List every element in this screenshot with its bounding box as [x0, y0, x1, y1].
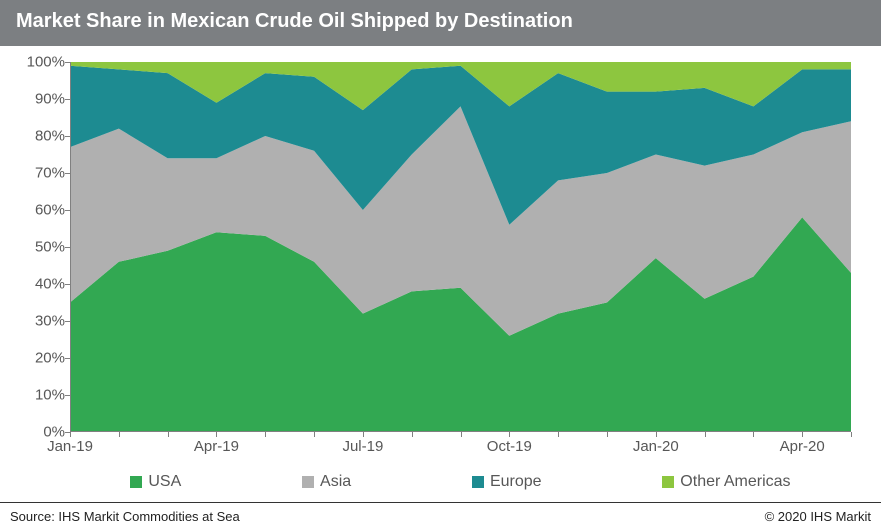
legend-swatch — [662, 476, 674, 488]
x-axis-label: Jan-19 — [47, 438, 93, 455]
y-axis-label: 70% — [10, 165, 65, 182]
legend-item-usa: USA — [130, 473, 181, 491]
chart-title: Market Share in Mexican Crude Oil Shippe… — [0, 0, 881, 46]
x-axis-label: Jan-20 — [633, 438, 679, 455]
footer: Source: IHS Markit Commodities at Sea © … — [0, 502, 881, 530]
chart-container: Market Share in Mexican Crude Oil Shippe… — [0, 0, 881, 530]
y-axis-label: 100% — [10, 54, 65, 71]
y-axis-label: 20% — [10, 350, 65, 367]
y-axis-label: 60% — [10, 202, 65, 219]
legend-item-europe: Europe — [472, 473, 542, 491]
x-axis-label: Oct-19 — [487, 438, 532, 455]
y-axis-label: 30% — [10, 313, 65, 330]
legend-swatch — [302, 476, 314, 488]
x-axis-label: Jul-19 — [342, 438, 383, 455]
y-axis-label: 40% — [10, 276, 65, 293]
legend-label: USA — [148, 473, 181, 491]
legend-swatch — [130, 476, 142, 488]
x-axis-label: Apr-19 — [194, 438, 239, 455]
y-axis-label: 90% — [10, 91, 65, 108]
y-axis-label: 10% — [10, 387, 65, 404]
legend-label: Europe — [490, 473, 542, 491]
y-axis-label: 50% — [10, 239, 65, 256]
legend-item-other-americas: Other Americas — [662, 473, 790, 491]
source-text: Source: IHS Markit Commodities at Sea — [10, 509, 240, 530]
legend-label: Other Americas — [680, 473, 790, 491]
plot-region — [70, 62, 851, 432]
chart-area: 0%10%20%30%40%50%60%70%80%90%100% Jan-19… — [10, 46, 871, 500]
copyright-text: © 2020 IHS Markit — [765, 509, 871, 530]
legend-item-asia: Asia — [302, 473, 351, 491]
x-axis-label: Apr-20 — [780, 438, 825, 455]
legend-label: Asia — [320, 473, 351, 491]
y-axis-label: 80% — [10, 128, 65, 145]
legend: USA Asia Europe Other Americas — [70, 466, 851, 498]
legend-swatch — [472, 476, 484, 488]
